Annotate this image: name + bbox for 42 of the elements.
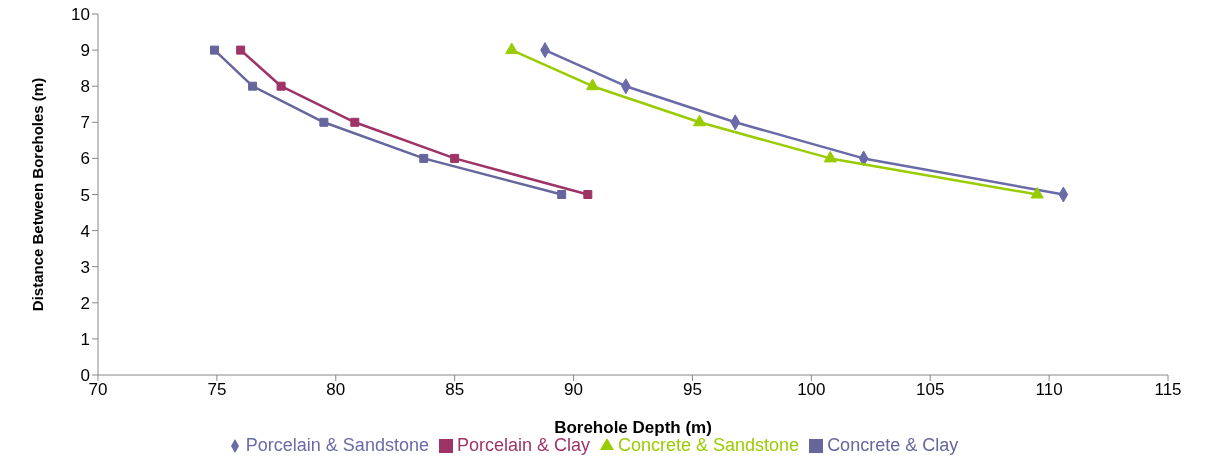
point: [583, 190, 593, 199]
point: [319, 117, 329, 127]
point: [419, 153, 429, 163]
point: [586, 78, 600, 91]
y-axis-title: Distance Between Boreholes (m): [29, 77, 47, 312]
x-tick-label: 90: [564, 380, 584, 400]
x-tick-label: 115: [1154, 380, 1182, 400]
legend-label: Concrete & Clay: [827, 435, 959, 455]
y-tick-label: 3: [80, 257, 90, 277]
legend-label: Concrete & Sandstone: [618, 435, 800, 455]
point: [557, 190, 567, 199]
y-tick-label: 4: [80, 221, 90, 241]
x-tick-label: 80: [326, 380, 346, 400]
point: [1030, 186, 1044, 199]
point: [248, 81, 258, 91]
point: [350, 117, 360, 127]
point: [236, 45, 246, 55]
x-tick-label: 110: [1035, 380, 1063, 400]
point: [210, 45, 220, 55]
y-tick-label: 1: [80, 329, 90, 349]
y-tick-label: 2: [80, 293, 90, 313]
y-tick-label: 6: [80, 149, 90, 169]
legend-label: Porcelain & Sandstone: [245, 435, 429, 455]
x-tick-label: 75: [207, 380, 227, 400]
point: [823, 150, 837, 163]
y-tick-label: 5: [80, 185, 90, 205]
legend-label: Porcelain & Clay: [456, 435, 590, 455]
point: [276, 81, 286, 91]
y-tick-label: 7: [80, 113, 90, 133]
x-tick-label: 105: [916, 380, 945, 400]
x-tick-label: 100: [797, 380, 826, 400]
point: [505, 42, 519, 55]
x-axis-title: Borehole Depth (m): [554, 418, 712, 437]
x-tick-label: 95: [682, 380, 702, 400]
y-tick-label: 9: [80, 41, 90, 61]
y-tick-label: 0: [80, 366, 90, 386]
point: [693, 114, 707, 127]
y-tick-label: 10: [71, 5, 90, 25]
point: [450, 153, 460, 163]
x-tick-label: 70: [88, 380, 108, 400]
x-tick-label: 85: [445, 380, 465, 400]
y-tick-label: 8: [80, 77, 90, 97]
